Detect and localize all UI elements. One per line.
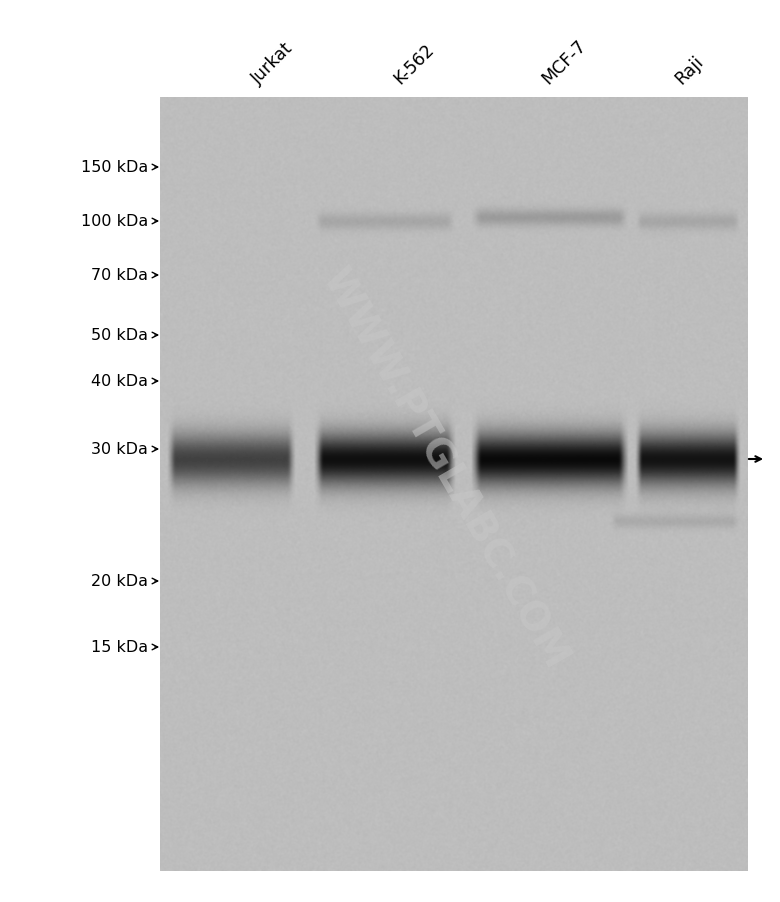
Text: 20 kDa: 20 kDa <box>91 574 148 589</box>
Text: WWW.PTGLABC.COM: WWW.PTGLABC.COM <box>314 262 575 676</box>
Text: Raji: Raji <box>672 52 707 87</box>
Text: 70 kDa: 70 kDa <box>91 268 148 283</box>
Text: 30 kDa: 30 kDa <box>91 442 148 457</box>
Text: 50 kDa: 50 kDa <box>91 328 148 343</box>
Text: 15 kDa: 15 kDa <box>91 640 148 655</box>
Text: 100 kDa: 100 kDa <box>81 215 148 229</box>
Text: 40 kDa: 40 kDa <box>91 374 148 389</box>
Text: MCF-7: MCF-7 <box>538 37 590 87</box>
Text: Jurkat: Jurkat <box>248 40 296 87</box>
Text: K-562: K-562 <box>390 41 438 87</box>
Text: 150 kDa: 150 kDa <box>81 161 148 175</box>
